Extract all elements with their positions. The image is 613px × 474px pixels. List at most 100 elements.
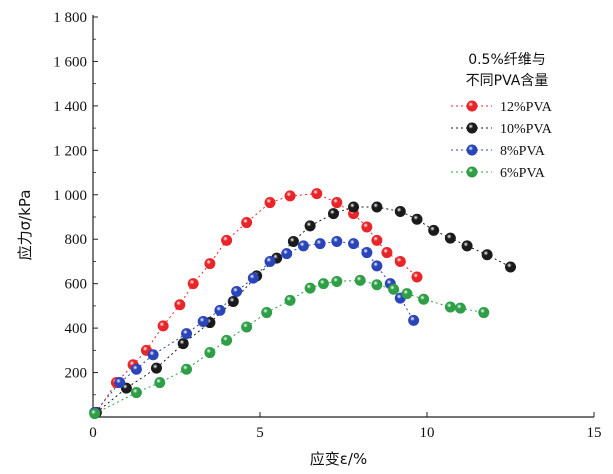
data-point — [371, 260, 383, 272]
data-point — [428, 224, 440, 236]
data-point — [181, 363, 193, 375]
y-tick-label: 1 400 — [53, 99, 87, 115]
legend-title: 不同PVA含量 — [466, 73, 549, 89]
x-axis-title: 应变ε/% — [310, 450, 367, 468]
data-point — [304, 220, 316, 232]
y-tick-label: 1 200 — [53, 143, 87, 159]
data-point — [331, 235, 343, 247]
data-point — [247, 272, 259, 284]
data-point — [241, 217, 253, 229]
data-point — [478, 307, 490, 319]
data-point — [284, 294, 296, 306]
series-6%PVA — [89, 274, 490, 420]
y-tick-label: 1 800 — [53, 10, 87, 26]
data-point — [261, 307, 273, 319]
data-point — [297, 240, 309, 252]
data-point — [454, 302, 466, 314]
x-tick-label: 5 — [256, 425, 264, 441]
data-point — [157, 320, 169, 332]
legend-marker — [466, 122, 478, 134]
data-point — [181, 328, 193, 340]
data-point — [284, 190, 296, 202]
series-line — [94, 240, 415, 413]
y-tick-label: 200 — [65, 366, 88, 382]
data-point — [371, 234, 383, 246]
data-point — [130, 363, 142, 375]
data-point — [221, 234, 233, 246]
data-point — [381, 247, 393, 259]
data-point — [348, 238, 360, 250]
data-point — [504, 261, 516, 273]
data-point — [317, 278, 329, 290]
data-point — [311, 188, 323, 200]
data-point — [371, 201, 383, 213]
legend-entry: 10%PVA — [451, 122, 553, 137]
legend-entry: 8%PVA — [451, 144, 546, 159]
data-point — [281, 248, 293, 260]
data-point — [361, 221, 373, 233]
data-point — [187, 278, 199, 290]
x-tick-label: 10 — [420, 425, 435, 441]
data-point — [331, 275, 343, 287]
y-tick-label: 1 600 — [53, 54, 87, 70]
data-point — [411, 271, 423, 283]
data-point — [174, 299, 186, 311]
data-point — [147, 349, 159, 361]
series-12%PVA — [90, 188, 423, 419]
data-point — [461, 240, 473, 252]
data-point — [481, 249, 493, 261]
y-tick-label: 1 000 — [53, 188, 87, 204]
data-point — [304, 282, 316, 294]
data-point — [221, 334, 233, 346]
data-point — [130, 387, 142, 399]
data-point — [444, 232, 456, 244]
data-point — [371, 279, 383, 291]
y-tick-label: 800 — [65, 232, 88, 248]
data-point — [214, 304, 226, 316]
data-point — [114, 377, 126, 389]
data-point — [401, 288, 413, 300]
data-point — [264, 255, 276, 267]
legend-label: 8%PVA — [500, 144, 546, 159]
legend-label: 12%PVA — [500, 100, 553, 115]
data-point — [348, 201, 360, 213]
data-point — [264, 197, 276, 209]
data-point — [231, 285, 243, 297]
series-line — [95, 206, 511, 413]
data-point — [444, 301, 456, 313]
y-tick-label: 600 — [65, 277, 88, 293]
data-point — [241, 321, 253, 333]
data-point — [327, 208, 339, 220]
x-tick-label: 0 — [89, 425, 97, 441]
legend-label: 10%PVA — [500, 122, 553, 137]
data-point — [197, 315, 209, 327]
data-point — [227, 295, 239, 307]
data-point — [314, 238, 326, 250]
y-axis-title: 应力σ/kPa — [16, 190, 34, 261]
legend-entry: 12%PVA — [451, 100, 553, 115]
data-point — [89, 408, 101, 420]
legend-title: 0.5%纤维与 — [468, 52, 546, 68]
series-layer — [89, 188, 516, 420]
y-tick-label: 400 — [65, 321, 88, 337]
data-point — [394, 205, 406, 217]
data-point — [150, 362, 162, 374]
data-point — [287, 235, 299, 247]
data-point — [331, 197, 343, 209]
legend-marker — [466, 100, 478, 112]
data-point — [408, 314, 420, 326]
legend-marker — [466, 166, 478, 178]
data-point — [411, 213, 423, 225]
axes: 200 400 600 800 1 000 1 200 1 400 1 600 1 800 0 5 1… — [16, 10, 602, 468]
data-point — [354, 274, 366, 286]
data-point — [177, 338, 189, 350]
legend-entry: 6%PVA — [451, 166, 546, 181]
data-point — [204, 258, 216, 270]
data-point — [394, 255, 406, 267]
legend-marker — [466, 144, 478, 156]
data-point — [418, 293, 430, 305]
legend-label: 6%PVA — [500, 166, 546, 181]
data-point — [154, 377, 166, 389]
